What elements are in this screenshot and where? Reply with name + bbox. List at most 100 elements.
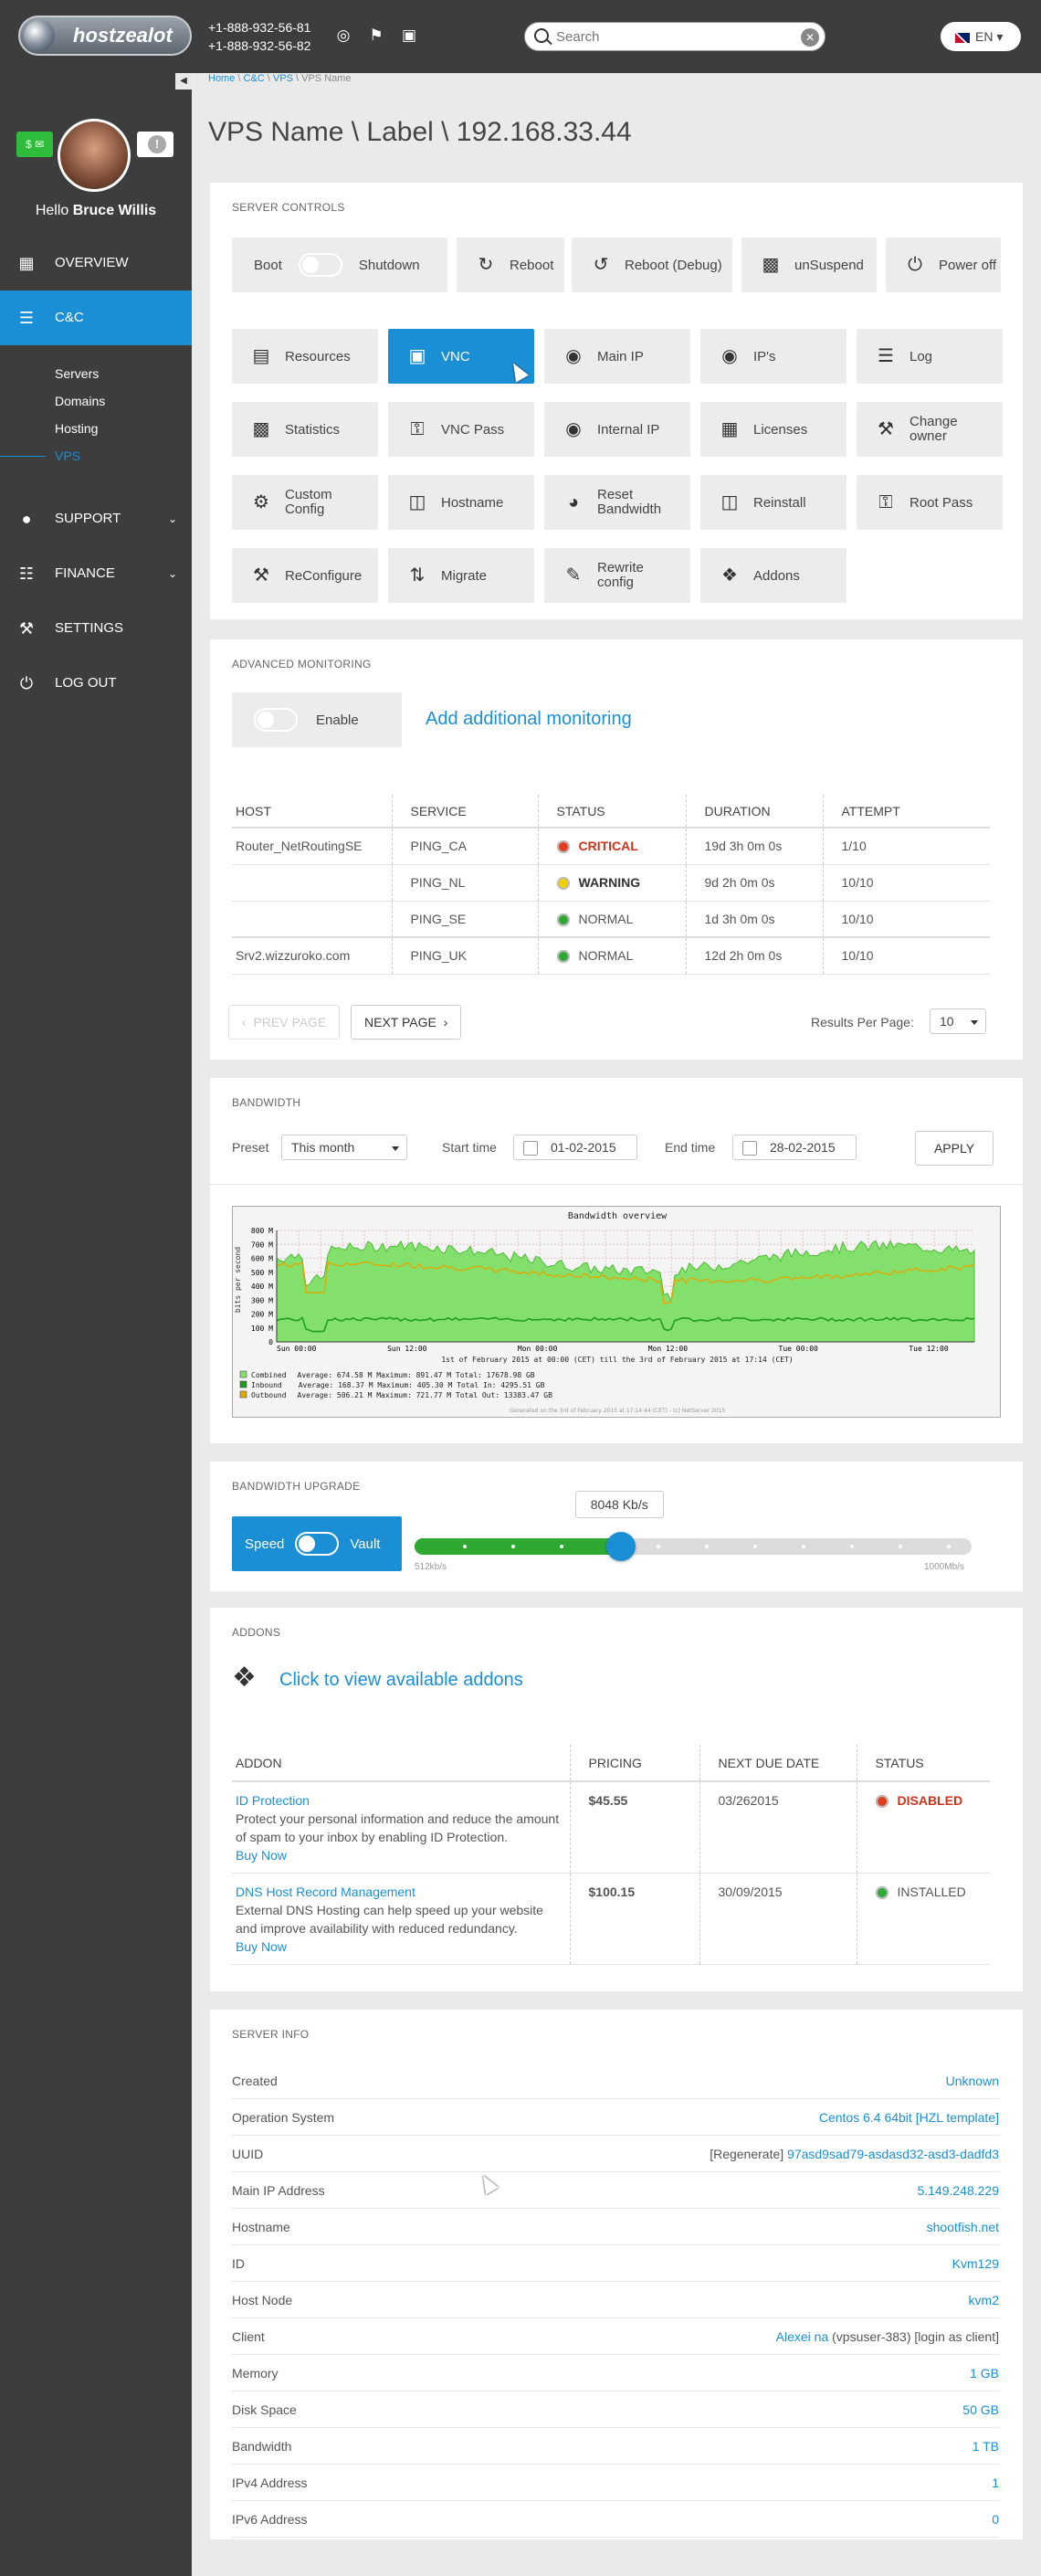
nav-cc[interactable]: ☰ C&C [0,290,192,345]
root-pass-button[interactable]: ⚿ Root Pass [857,475,1003,530]
info-value[interactable]: Unknown [945,2074,999,2088]
resources-button[interactable]: ▤ Resources [232,329,378,384]
monitoring-toggle-switch[interactable] [254,708,298,732]
power-off-button[interactable]: ⏻ Power off [886,238,1001,292]
licenses-button[interactable]: ▦ Licenses [700,402,846,457]
status-critical-icon [556,840,570,854]
language-selector[interactable]: EN ▾ [941,22,1021,51]
addons-button[interactable]: ❖ Addons [700,548,846,603]
hostname-icon: ◫ [408,492,426,512]
messages-button[interactable]: $ ✉ [16,132,53,157]
avatar[interactable] [58,119,131,192]
ips-button[interactable]: ◉ IP's [700,329,846,384]
reinstall-button[interactable]: ◫ Reinstall [700,475,846,530]
nav-settings[interactable]: ⚒ SETTINGS [0,601,192,656]
chat-icon[interactable]: ▣ [401,26,417,44]
info-value[interactable]: 5.149.248.229 [917,2183,999,2198]
caret-down-icon [392,1146,399,1151]
info-value[interactable]: 1 [992,2476,999,2490]
unsuspend-button[interactable]: ▩ unSuspend [741,238,877,292]
flag-icon[interactable]: ⚑ [369,26,384,44]
nav-sub-domains[interactable]: Domains [55,394,106,408]
rewrite-config-button[interactable]: ✎ Rewrite config [544,548,690,603]
results-per-page-select[interactable]: 10 [930,1008,986,1034]
collapse-sidebar-icon[interactable]: ◀ [175,73,192,90]
nav-logout[interactable]: ⏻ LOG OUT [0,656,192,711]
legend-combined: Combined Average: 674.58 M Maximum: 891.4… [251,1371,535,1379]
power-toggle-switch[interactable] [298,253,342,277]
info-value[interactable]: 1 GB [970,2366,999,2381]
reboot-button[interactable]: ↻ Reboot [457,238,564,292]
nav-sub-hosting[interactable]: Hosting [55,421,99,436]
change-owner-button[interactable]: ⚒ Change owner [857,402,1003,457]
statistics-button[interactable]: ▩ Statistics [232,402,378,457]
add-monitoring-link[interactable]: Add additional monitoring [426,709,632,729]
breadcrumb-home[interactable]: Home [208,73,236,84]
reset-bandwidth-button[interactable]: ◕ Reset Bandwidth [544,475,690,530]
info-label: Main IP Address [232,2183,325,2198]
info-value[interactable]: shootfish.net [926,2220,999,2234]
info-row: Main IP Address 5.149.248.229 [232,2172,999,2209]
prev-page-button[interactable]: ‹ PREV PAGE [228,1005,341,1040]
skype-icon[interactable]: ◎ [336,26,351,44]
next-page-button[interactable]: NEXT PAGE › [351,1005,462,1040]
info-value[interactable]: 97asd9sad79-asdasd32-asd3-dadfd3 [787,2147,999,2161]
info-value[interactable]: Centos 6.4 64bit [HZL template] [818,2110,999,2125]
slider-fill [415,1538,621,1555]
nav-overview[interactable]: ▦ OVERVIEW [0,236,192,290]
clear-search-icon[interactable]: ✕ [801,28,819,47]
hostname-button[interactable]: ◫ Hostname [388,475,534,530]
nav-finance[interactable]: ☷ FINANCE ⌄ [0,546,192,601]
info-value[interactable]: 1 TB [972,2439,999,2454]
main-ip-button[interactable]: ◉ Main IP [544,329,690,384]
log-button[interactable]: ☰ Log [857,329,1003,384]
end-time-field[interactable]: 28-02-2015 [732,1135,857,1160]
nav-support[interactable]: ● SUPPORT ⌄ [0,491,192,546]
preset-select[interactable]: This month [281,1135,407,1160]
slider-knob[interactable] [605,1532,636,1561]
regenerate-link[interactable]: [Regenerate] [710,2147,784,2161]
logo-globe-icon [24,20,55,51]
logo[interactable]: hostzealot [18,16,192,56]
info-value[interactable]: Alexei na [775,2329,829,2344]
alerts-button[interactable]: ! [137,132,174,157]
view-addons-link[interactable]: Click to view available addons [279,1670,523,1690]
info-value[interactable]: kvm2 [968,2293,999,2307]
info-row: Memory 1 GB [232,2355,999,2391]
custom-config-button[interactable]: ⚙ Custom Config [232,475,378,530]
migrate-button[interactable]: ⇅ Migrate [388,548,534,603]
bandwidth-slider[interactable] [415,1532,972,1561]
addon-name-link[interactable]: ID Protection [236,1793,310,1808]
internal-ip-button[interactable]: ◉ Internal IP [544,402,690,457]
addon-name-link[interactable]: DNS Host Record Management [236,1884,415,1899]
breadcrumb-cc[interactable]: C&C [243,73,265,84]
nav-sub-vps[interactable]: VPS [0,442,192,470]
status-installed-icon [875,1885,889,1899]
reboot-debug-button[interactable]: ↺ Reboot (Debug) [572,238,732,292]
addons-card: ADDONS ❖ Click to view available addons … [210,1608,1023,1991]
table-row: ID Protection Protect your personal infor… [232,1781,990,1874]
info-value[interactable]: 50 GB [962,2402,999,2417]
info-label: ID [232,2256,245,2271]
info-value[interactable]: 0 [992,2512,999,2527]
buy-now-link[interactable]: Buy Now [236,1938,288,1954]
buy-now-link[interactable]: Buy Now [236,1848,288,1863]
wrench-icon: ⚒ [18,619,35,638]
info-label: Host Node [232,2293,293,2307]
nav-sub-servers[interactable]: Servers [55,366,100,381]
vnc-button[interactable]: ▣ VNC [388,329,534,384]
apply-button[interactable]: APPLY [915,1131,994,1166]
vnc-pass-button[interactable]: ⚿ VNC Pass [388,402,534,457]
info-value[interactable]: Kvm129 [952,2256,999,2271]
speed-vault-toggle[interactable]: Speed Vault [232,1516,402,1571]
change-owner-icon: ⚒ [878,419,894,439]
enable-monitoring-toggle[interactable]: Enable [232,692,402,747]
x-tick-label: Tue 00:00 [779,1345,819,1353]
breadcrumb-vps[interactable]: VPS [272,73,293,84]
speed-vault-switch[interactable] [295,1532,340,1556]
boot-shutdown-toggle[interactable]: Boot Shutdown [232,238,447,292]
start-time-field[interactable]: 01-02-2015 [513,1135,637,1160]
reconfigure-button[interactable]: ⚒ ReConfigure [232,548,378,603]
search-input[interactable] [556,26,784,47]
reboot-debug-icon: ↺ [593,255,609,275]
